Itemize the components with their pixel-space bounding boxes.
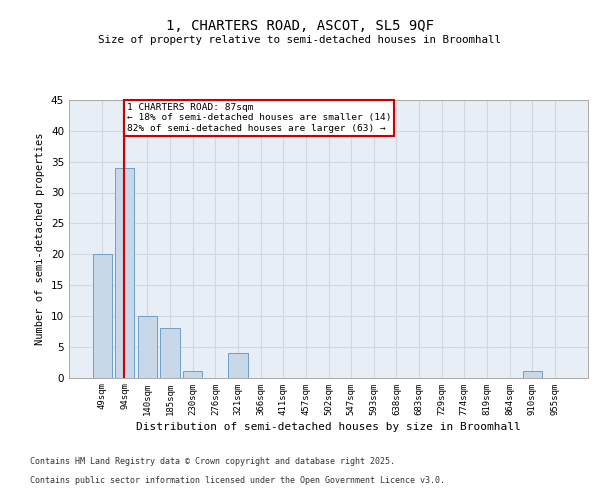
Bar	[160, 328, 180, 378]
Text: 1 CHARTERS ROAD: 87sqm
← 18% of semi-detached houses are smaller (14)
82% of sem: 1 CHARTERS ROAD: 87sqm ← 18% of semi-det…	[127, 103, 391, 133]
Text: 1, CHARTERS ROAD, ASCOT, SL5 9QF: 1, CHARTERS ROAD, ASCOT, SL5 9QF	[166, 19, 434, 33]
Bar	[183, 372, 202, 378]
Bar	[92, 254, 112, 378]
Y-axis label: Number of semi-detached properties: Number of semi-detached properties	[35, 132, 46, 345]
Text: Size of property relative to semi-detached houses in Broomhall: Size of property relative to semi-detach…	[98, 35, 502, 45]
Bar	[138, 316, 157, 378]
Bar	[523, 372, 542, 378]
X-axis label: Distribution of semi-detached houses by size in Broomhall: Distribution of semi-detached houses by …	[136, 422, 521, 432]
Text: Contains public sector information licensed under the Open Government Licence v3: Contains public sector information licen…	[30, 476, 445, 485]
Bar	[229, 353, 248, 378]
Text: Contains HM Land Registry data © Crown copyright and database right 2025.: Contains HM Land Registry data © Crown c…	[30, 457, 395, 466]
Bar	[115, 168, 134, 378]
